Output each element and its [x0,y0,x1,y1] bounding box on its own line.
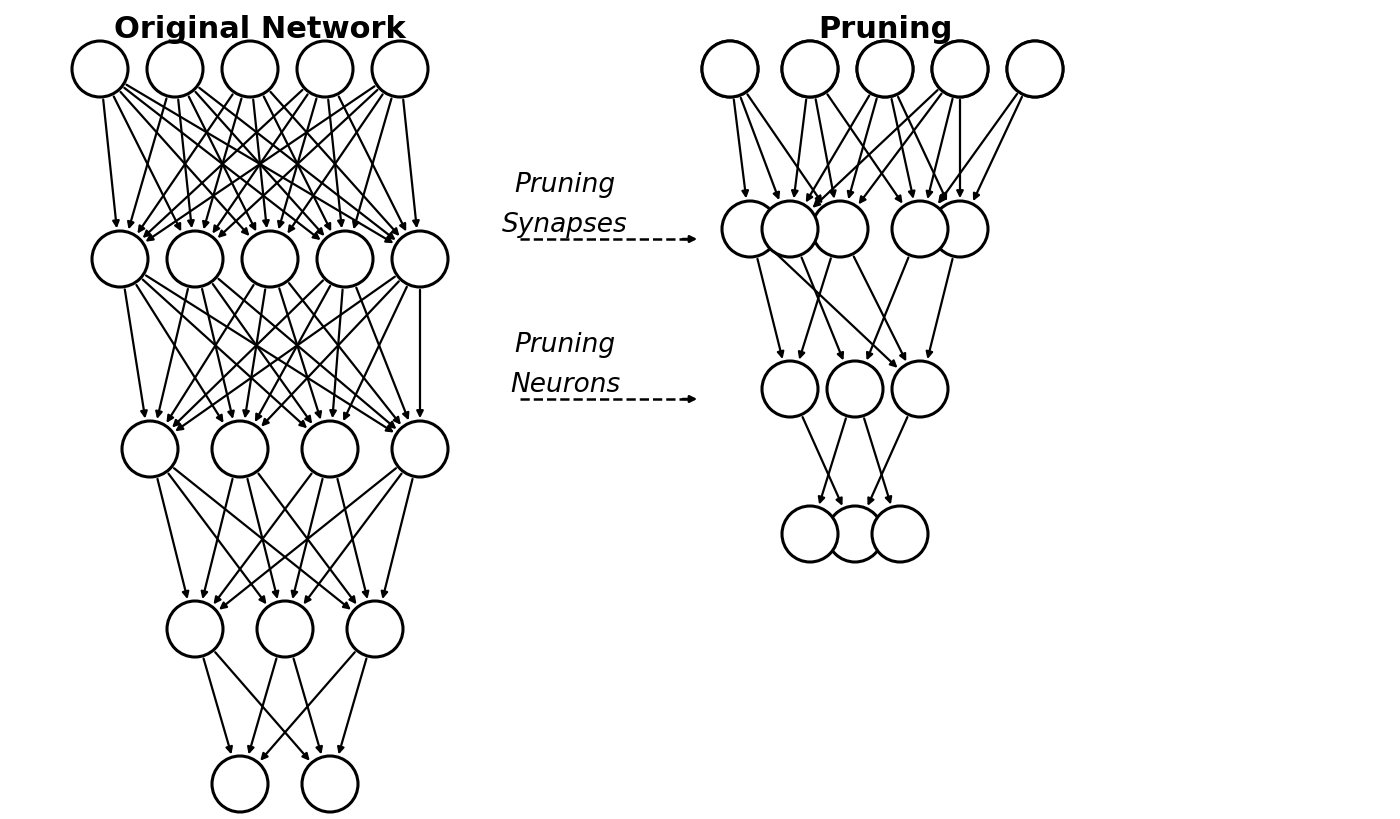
Circle shape [302,756,358,812]
Circle shape [762,201,818,258]
Circle shape [872,506,928,563]
Circle shape [302,422,358,477]
Circle shape [147,42,203,98]
Text: Original Network: Original Network [115,15,406,44]
Circle shape [783,42,839,98]
Circle shape [892,201,948,258]
Circle shape [892,361,948,418]
Circle shape [722,201,778,258]
Circle shape [167,601,223,657]
Circle shape [297,42,353,98]
Circle shape [167,232,223,287]
Circle shape [932,42,988,98]
Circle shape [211,422,267,477]
Circle shape [316,232,372,287]
Circle shape [827,506,883,563]
Circle shape [122,422,178,477]
Circle shape [783,506,839,563]
Circle shape [211,756,267,812]
Circle shape [1007,42,1063,98]
Circle shape [812,201,868,258]
Circle shape [392,232,448,287]
Circle shape [932,201,988,258]
Text: Neurons: Neurons [510,372,620,397]
Circle shape [1007,42,1063,98]
Circle shape [857,42,913,98]
Circle shape [932,42,988,98]
Circle shape [347,601,403,657]
Text: Pruning: Pruning [514,172,616,197]
Circle shape [857,42,913,98]
Circle shape [701,42,757,98]
Circle shape [783,42,839,98]
Circle shape [92,232,148,287]
Circle shape [242,232,298,287]
Text: Pruning: Pruning [818,15,952,44]
Circle shape [71,42,127,98]
Circle shape [827,361,883,418]
Circle shape [258,601,314,657]
Circle shape [701,42,757,98]
Text: Pruning: Pruning [514,332,616,358]
Circle shape [223,42,279,98]
Circle shape [392,422,448,477]
Circle shape [762,361,818,418]
Text: Synapses: Synapses [503,212,627,238]
Circle shape [372,42,428,98]
